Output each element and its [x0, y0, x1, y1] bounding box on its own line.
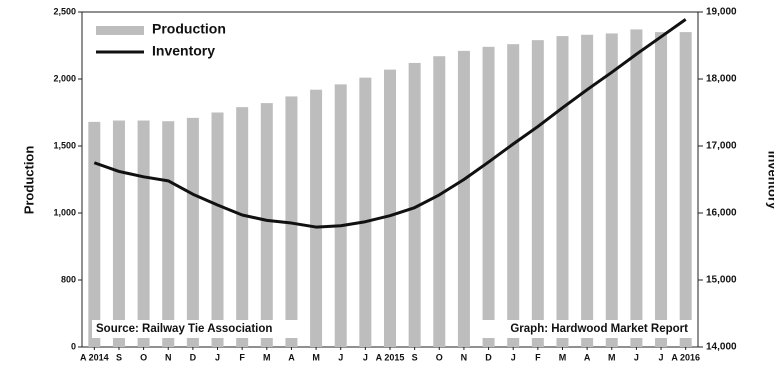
x-tick-label: J [511, 352, 516, 362]
y2-tick-label: 18,000 [706, 74, 737, 85]
note-bg [92, 320, 302, 338]
source-note: Source: Railway Tie Association [96, 323, 272, 335]
bar [482, 46, 495, 348]
x-tick-label: A 2015 [376, 352, 405, 362]
note-bg [480, 320, 692, 338]
y2-tick-label: 14,000 [706, 342, 737, 353]
bar [384, 69, 396, 348]
bar [88, 121, 101, 347]
bar [359, 77, 372, 347]
y-axis-title: Production [21, 146, 36, 215]
bar [334, 84, 347, 348]
x-tick-label: M [263, 352, 271, 362]
line [93, 18, 687, 229]
y2-tick-label: 15,000 [706, 275, 737, 286]
x-tick-label: A 2016 [671, 352, 700, 362]
y2-axis-title: Inventory [766, 151, 774, 210]
bar [236, 107, 249, 347]
y-tick-label: 1,500 [53, 140, 76, 150]
x-tick-label: A [288, 352, 295, 362]
x-tick-label: O [140, 352, 147, 362]
bar [457, 50, 470, 348]
y-tick-label: 2,000 [53, 73, 76, 83]
x-tick-label: N [165, 352, 172, 362]
bar [310, 89, 323, 347]
x-tick-label: F [535, 352, 541, 362]
bar [211, 112, 224, 347]
x-tick-label: A [584, 352, 591, 362]
bar [679, 32, 692, 347]
x-tick-label: J [338, 352, 343, 362]
y2-tick-label: 19,000 [706, 7, 737, 18]
bar [112, 120, 125, 347]
credit-note: Graph: Hardwood Market Report [510, 323, 688, 335]
x-tick-label: J [363, 352, 368, 362]
bar [433, 56, 446, 347]
x-tick-label: J [634, 352, 639, 362]
x-tick-label: D [190, 352, 197, 362]
x-tick-label: F [239, 352, 245, 362]
bar [531, 40, 544, 347]
bar [581, 34, 594, 347]
x-tick-label: A 2014 [80, 352, 109, 362]
y-tick-label: 2,500 [53, 6, 76, 16]
y2-tick-label: 17,000 [706, 141, 737, 152]
x-tick-label: N [461, 352, 468, 362]
bar [162, 121, 175, 348]
y-tick-label: 800 [61, 274, 76, 284]
x-tick-label: O [436, 352, 443, 362]
legend-label: Production [152, 21, 226, 37]
x-tick-label: S [116, 352, 122, 362]
bar [186, 117, 199, 347]
bar [655, 32, 668, 347]
x-tick-label: S [412, 352, 418, 362]
y-tick-label: 0 [71, 341, 76, 351]
x-tick-label: M [559, 352, 567, 362]
x-tick-label: M [608, 352, 616, 362]
legend-swatch [96, 26, 144, 35]
y2-tick-label: 16,000 [706, 208, 737, 219]
bar [556, 36, 569, 348]
bar [408, 62, 421, 348]
bar [507, 44, 520, 347]
legend-label: Inventory [152, 43, 215, 59]
bar [605, 33, 618, 347]
x-tick-label: D [485, 352, 492, 362]
bar [260, 103, 273, 348]
bar [630, 29, 643, 347]
x-tick-label: M [312, 352, 320, 362]
y-tick-label: 1,000 [53, 207, 76, 217]
x-tick-label: J [659, 352, 664, 362]
x-tick-label: J [215, 352, 220, 362]
bar [137, 120, 150, 347]
